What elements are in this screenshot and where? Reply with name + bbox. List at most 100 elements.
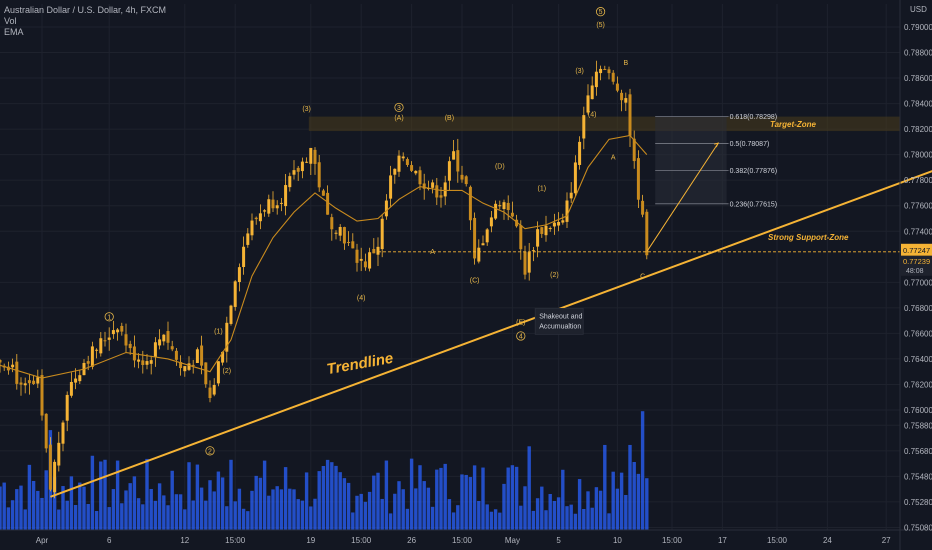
- candle: [23, 377, 27, 394]
- volume-bar: [598, 490, 603, 530]
- candle: [32, 375, 36, 385]
- candle-body: [296, 167, 300, 172]
- candle-body: [120, 325, 124, 332]
- volume-bar: [607, 513, 611, 530]
- candle-body: [540, 227, 544, 234]
- wave-label: 1: [107, 314, 111, 321]
- secondary-price-tag: [901, 255, 932, 276]
- candle: [351, 233, 355, 249]
- candle-body: [565, 200, 569, 222]
- wave-label: 3: [397, 105, 401, 112]
- volume-bar: [548, 493, 552, 530]
- candle-body: [464, 176, 468, 185]
- candle-body: [338, 226, 342, 236]
- target-zone-label: Target-Zone: [770, 120, 816, 129]
- volume-bar: [216, 471, 221, 530]
- candle-body: [208, 387, 212, 399]
- candle: [313, 147, 317, 175]
- candle-body: [502, 202, 506, 209]
- candle: [300, 157, 304, 179]
- volume-bar: [514, 466, 519, 530]
- candle-body: [397, 155, 401, 172]
- volume-bar: [594, 487, 599, 530]
- candle: [586, 84, 590, 115]
- candle: [502, 199, 506, 220]
- candle-body: [40, 375, 44, 416]
- y-tick-label: 0.77000: [904, 278, 932, 287]
- candle: [305, 157, 309, 164]
- candle: [481, 235, 485, 246]
- candle-body: [439, 195, 443, 198]
- legend-vol[interactable]: Vol: [4, 16, 17, 26]
- candle: [11, 358, 15, 373]
- candle-body: [645, 211, 649, 256]
- volume-bar: [82, 486, 86, 530]
- candle-body: [48, 444, 52, 490]
- candle: [447, 156, 451, 191]
- candle-body: [229, 305, 233, 324]
- legend-symbol[interactable]: Australian Dollar / U.S. Dollar, 4h, FXC…: [4, 5, 167, 15]
- volume-bar: [586, 491, 590, 530]
- wave-label: (E): [516, 319, 525, 326]
- volume-bar: [363, 501, 368, 530]
- candle: [531, 247, 535, 262]
- candle: [552, 213, 556, 235]
- candle-body: [153, 342, 157, 357]
- candle-body: [615, 83, 619, 91]
- candle: [82, 359, 86, 376]
- wave-label-circle: [595, 7, 606, 17]
- legend-ema[interactable]: EMA: [4, 27, 24, 37]
- candle: [397, 150, 401, 177]
- candle: [183, 366, 187, 377]
- wave-label: 2: [208, 448, 212, 455]
- wave-label: (2): [223, 368, 232, 375]
- candle: [519, 220, 523, 260]
- candle-body: [11, 364, 15, 368]
- wave-label: (A): [394, 115, 403, 122]
- candle-body: [174, 350, 178, 360]
- candle: [149, 355, 153, 375]
- volume-bar: [19, 485, 23, 530]
- candle: [27, 373, 31, 395]
- candle: [431, 179, 435, 194]
- volume-bar: [535, 498, 540, 530]
- candle: [523, 245, 527, 280]
- candle: [347, 231, 351, 247]
- candle: [326, 185, 330, 215]
- candle-body: [90, 346, 94, 367]
- volume-bar: [78, 482, 82, 530]
- volume-bar: [262, 460, 267, 530]
- candle-body: [485, 229, 489, 243]
- volume-bar: [645, 478, 649, 530]
- candle: [158, 329, 162, 350]
- candle-body: [19, 382, 23, 385]
- candle-body: [531, 250, 535, 252]
- candle-body: [557, 221, 561, 226]
- candle-body: [128, 343, 132, 349]
- candle-body: [443, 182, 447, 197]
- volume-bar: [204, 500, 208, 530]
- candle-body: [258, 213, 262, 222]
- candle-body: [347, 241, 351, 243]
- volume-bar: [409, 458, 414, 530]
- volume-bar: [225, 506, 229, 530]
- candle: [405, 157, 409, 167]
- candle: [473, 212, 477, 265]
- volume-bar: [195, 464, 200, 530]
- candle-body: [578, 141, 582, 165]
- volume-bar: [23, 509, 27, 530]
- candle-body: [636, 158, 640, 200]
- volume-bar: [418, 465, 422, 530]
- volume-bar: [241, 508, 246, 530]
- wave-label: A: [611, 155, 616, 162]
- candle: [74, 368, 78, 390]
- candle: [603, 65, 607, 71]
- candle-body: [195, 349, 199, 364]
- volume-bar: [628, 444, 632, 530]
- x-tick-label: 15:00: [351, 536, 372, 545]
- candle-body: [460, 174, 464, 180]
- candle: [582, 106, 586, 150]
- volume-bar: [120, 503, 124, 530]
- volume-bar: [632, 461, 636, 530]
